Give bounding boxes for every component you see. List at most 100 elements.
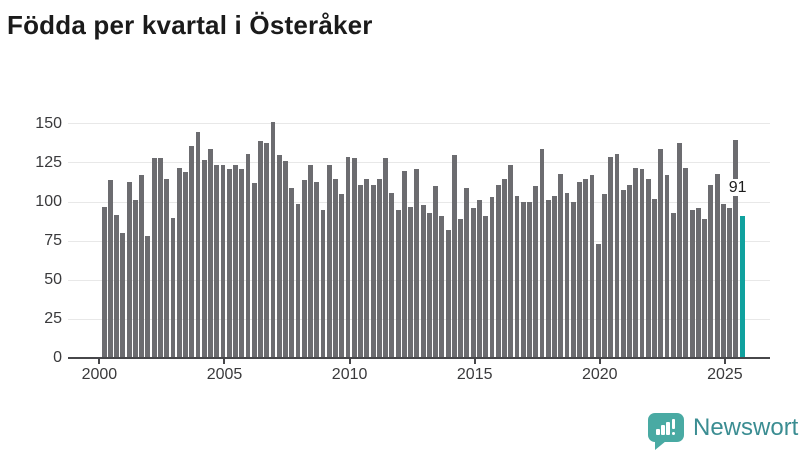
bar	[658, 148, 664, 359]
bar	[664, 175, 670, 359]
bar	[214, 164, 220, 359]
x-axis-line	[68, 357, 770, 360]
bar	[451, 155, 457, 359]
bar	[464, 187, 470, 359]
bar	[395, 209, 401, 359]
tick-mark	[473, 359, 476, 365]
bar	[301, 180, 307, 359]
logo-exclamation-icon	[671, 418, 676, 429]
bar	[157, 158, 163, 359]
bar	[414, 169, 420, 359]
x-axis-label: 2005	[206, 366, 243, 383]
bar	[201, 159, 207, 359]
logo-bar-icon	[661, 425, 665, 435]
bar	[602, 194, 607, 359]
bar	[283, 161, 288, 359]
bar	[564, 192, 570, 359]
bar	[620, 189, 626, 359]
x-axis-label: 2025	[707, 366, 743, 383]
bar	[483, 216, 489, 359]
bar	[677, 142, 682, 359]
tick-mark	[98, 359, 101, 365]
y-axis-label: 150	[35, 114, 62, 132]
bar	[633, 167, 639, 359]
bar	[608, 156, 614, 359]
bar	[351, 158, 357, 359]
bar	[733, 139, 739, 359]
bar	[495, 184, 501, 359]
bar	[314, 181, 320, 359]
bar	[627, 184, 632, 359]
bar	[614, 153, 620, 359]
bar	[508, 164, 514, 359]
tick-mark	[598, 359, 601, 365]
bar	[570, 202, 576, 359]
bar	[520, 202, 526, 359]
tick-mark	[223, 359, 226, 365]
bar	[358, 184, 363, 359]
bar	[208, 148, 213, 359]
bar	[145, 236, 151, 359]
bar	[326, 164, 332, 359]
chart-title: Födda per kvartal i Österåker	[7, 10, 373, 40]
y-axis-label: 0	[53, 349, 62, 367]
bar	[589, 175, 595, 359]
bar	[514, 195, 520, 359]
bar	[439, 216, 445, 359]
bar	[689, 209, 695, 359]
bar	[470, 208, 476, 359]
y-axis-label: 125	[35, 153, 62, 171]
bar	[183, 172, 188, 359]
bar	[245, 153, 251, 359]
bar	[639, 169, 645, 359]
bar	[258, 141, 263, 359]
bar	[170, 217, 176, 359]
bar	[708, 184, 714, 359]
bar	[270, 122, 276, 359]
bar	[552, 195, 557, 359]
bar	[195, 131, 201, 359]
bar	[433, 186, 439, 359]
bar	[695, 208, 701, 359]
bar	[189, 145, 195, 359]
bar	[558, 173, 564, 359]
bar	[401, 170, 407, 359]
x-axis-label: 2015	[456, 366, 493, 383]
bar	[595, 244, 601, 359]
bar	[164, 178, 170, 359]
bar	[458, 219, 464, 359]
x-axis-label: 2010	[331, 366, 368, 383]
bar	[383, 158, 388, 359]
bar	[276, 155, 282, 359]
bar	[114, 214, 120, 359]
bar	[251, 183, 257, 359]
bar	[502, 178, 507, 359]
bar	[670, 212, 676, 359]
newsworthy-logo-icon	[648, 413, 684, 442]
logo-bar-icon	[666, 422, 670, 435]
bar	[339, 194, 345, 359]
tick-mark	[723, 359, 726, 365]
bar	[308, 164, 313, 359]
x-axis-label: 2020	[581, 366, 618, 383]
y-axis-label: 75	[44, 232, 62, 250]
logo-exclamation-dot-icon	[671, 431, 676, 436]
bar	[226, 169, 232, 359]
bar	[364, 178, 370, 359]
bar	[489, 197, 495, 359]
logo-text: Newsworthy	[693, 414, 800, 441]
gridline	[68, 162, 770, 164]
bar	[239, 169, 245, 359]
bar	[583, 178, 589, 359]
y-axis-label: 50	[44, 271, 62, 289]
bar	[720, 203, 726, 359]
highlighted-bar	[739, 216, 745, 359]
bar	[533, 186, 539, 359]
value-annotation: 91	[726, 179, 749, 196]
bar	[376, 178, 382, 359]
bar	[289, 187, 295, 359]
bar	[132, 200, 138, 359]
bar	[151, 158, 157, 359]
bar	[220, 164, 226, 359]
bar	[233, 164, 238, 359]
